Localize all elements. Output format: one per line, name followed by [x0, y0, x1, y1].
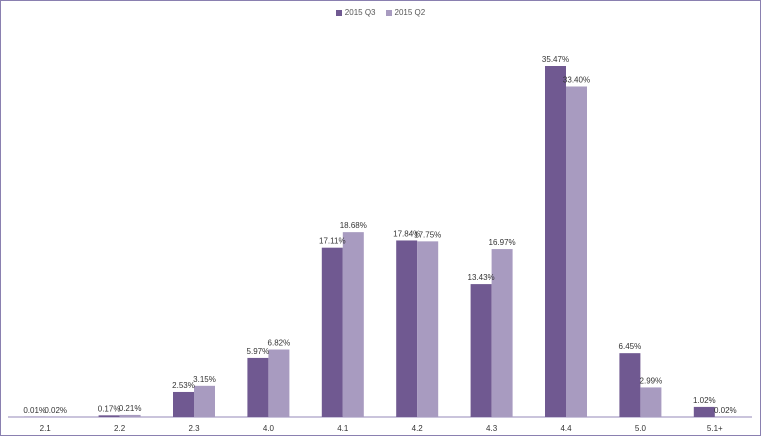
bar-q2-5.0 — [640, 387, 662, 417]
value-label-q3-4.0: 5.97% — [247, 347, 270, 356]
value-label-q2-4.1: 18.68% — [340, 221, 367, 230]
x-tick-label-4.2: 4.2 — [412, 424, 424, 433]
legend-label-q3: 2015 Q3 — [344, 8, 376, 17]
value-label-q2-2.1: 0.02% — [44, 406, 67, 415]
bar-q3-4.4 — [545, 66, 566, 417]
value-label-q2-4.2: 17.75% — [414, 230, 441, 239]
value-label-q3-4.2: 17.84% — [393, 229, 420, 238]
value-label-q3-4.4: 35.47% — [542, 55, 569, 64]
bar-q2-4.4 — [566, 86, 587, 417]
tick-labels-group: 2.1 2.2 2.3 4.0 4.1 4.2 4.3 4.4 5.0 5.1+ — [40, 424, 723, 433]
x-tick-label-4.0: 4.0 — [263, 424, 275, 433]
value-labels-group: 0.01%0.02% 0.17%0.21%2.53%3.15%5.97%6.82%… — [23, 55, 736, 415]
bar-q2-2.3 — [194, 385, 215, 417]
bar-q2-4.0 — [268, 349, 290, 417]
value-label-q3-2.2: 0.17% — [98, 404, 121, 413]
bar-q3-4.3 — [470, 284, 492, 417]
value-label-q3-2.1: 0.01% — [23, 406, 46, 415]
legend-label-q2: 2015 Q2 — [394, 8, 426, 17]
value-label-q3-5.0: 6.45% — [619, 342, 642, 351]
bar-q2-4.1 — [342, 232, 364, 417]
x-tick-label-2.2: 2.2 — [114, 424, 126, 433]
bar-q2-4.3 — [491, 249, 513, 417]
bar-q3-5.0 — [619, 353, 641, 417]
bar-q3-4.0 — [247, 357, 269, 417]
x-tick-label-5.0: 5.0 — [635, 424, 647, 433]
value-label-q2-2.3: 3.15% — [193, 375, 216, 384]
value-label-q3-4.3: 13.43% — [468, 273, 495, 282]
legend: 2015 Q3 2015 Q2 — [0, 8, 761, 17]
bar-q3-4.1 — [321, 247, 343, 417]
x-tick-label-4.3: 4.3 — [486, 424, 498, 433]
value-label-q2-5.1+: 0.02% — [714, 406, 737, 415]
value-label-q2-2.2: 0.21% — [119, 404, 142, 413]
legend-item-q2: 2015 Q2 — [385, 8, 426, 17]
legend-swatch-q2 — [385, 9, 392, 16]
bars-group — [24, 66, 736, 417]
bar-q3-5.1+ — [693, 406, 715, 417]
x-tick-label-5.1+: 5.1+ — [707, 424, 723, 433]
bar-q3-2.3 — [173, 391, 194, 417]
x-tick-label-2.3: 2.3 — [188, 424, 200, 433]
value-label-q3-5.1+: 1.02% — [693, 396, 716, 405]
value-label-q2-4.3: 16.97% — [489, 238, 516, 247]
value-label-q2-5.0: 2.99% — [640, 376, 663, 385]
legend-swatch-q3 — [335, 9, 342, 16]
x-tick-label-2.1: 2.1 — [40, 424, 52, 433]
bar-q2-2.2 — [119, 414, 141, 417]
value-label-q3-2.3: 2.53% — [172, 381, 195, 390]
x-tick-label-4.1: 4.1 — [337, 424, 349, 433]
bar-q2-4.2 — [417, 241, 439, 417]
x-tick-label-4.4: 4.4 — [560, 424, 572, 433]
value-label-q2-4.0: 6.82% — [268, 339, 291, 348]
legend-item-q3: 2015 Q3 — [335, 8, 376, 17]
bar-q3-2.2 — [98, 415, 120, 417]
value-label-q3-4.1: 17.11% — [319, 237, 346, 246]
value-label-q2-4.4: 33.40% — [563, 75, 590, 84]
bar-q3-4.2 — [396, 240, 418, 417]
